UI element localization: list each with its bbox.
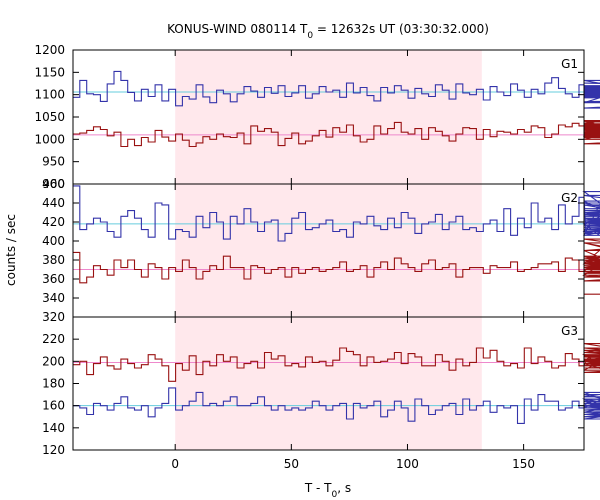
g2-y-tick-label: 400 (42, 234, 65, 248)
x-tick-label: 150 (512, 457, 535, 471)
g2-y-tick-label: 460 (42, 177, 65, 191)
g3-y-tick-label: 200 (42, 354, 65, 368)
g1-y-tick-label: 1050 (34, 110, 65, 124)
g1-y-tick-label: 950 (42, 155, 65, 169)
g2-y-tick-label: 420 (42, 215, 65, 229)
g3-panel-label: G3 (561, 324, 578, 338)
x-tick-label: 50 (284, 457, 299, 471)
g3-series-2 (73, 387, 600, 424)
x-axis-label: T - T0, s (304, 481, 351, 500)
g2-y-tick-label: 380 (42, 253, 65, 267)
g1-y-tick-label: 1150 (34, 65, 65, 79)
g2-series-1 (73, 185, 600, 242)
g1-panel-label: G1 (561, 57, 578, 71)
g3-y-tick-label: 140 (42, 421, 65, 435)
g1-y-tick-label: 1200 (34, 43, 65, 57)
g2-y-tick-label: 320 (42, 310, 65, 324)
x-tick-label: 100 (396, 457, 419, 471)
g3-y-tick-label: 160 (42, 399, 65, 413)
g1-y-tick-label: 1000 (34, 132, 65, 146)
g2-series-2 (73, 238, 600, 295)
g2-y-tick-label: 340 (42, 291, 65, 305)
x-tick-label: 0 (171, 457, 179, 471)
chart-title: KONUS-WIND 080114 T0 = 12632s UT (03:30:… (167, 22, 489, 41)
g3-y-tick-label: 180 (42, 377, 65, 391)
g1-y-tick-label: 1100 (34, 88, 65, 102)
g3-y-tick-label: 120 (42, 443, 65, 457)
g2-y-tick-label: 360 (42, 272, 65, 286)
g3-y-tick-label: 220 (42, 332, 65, 346)
g1-series-1 (73, 70, 600, 109)
g1-series-2 (73, 120, 600, 148)
g2-panel-label: G2 (561, 191, 578, 205)
y-axis-label: counts / sec (4, 214, 18, 286)
shaded-interval (175, 50, 482, 450)
g2-y-tick-label: 440 (42, 196, 65, 210)
g1-y-tick-label: 900 (42, 177, 65, 191)
